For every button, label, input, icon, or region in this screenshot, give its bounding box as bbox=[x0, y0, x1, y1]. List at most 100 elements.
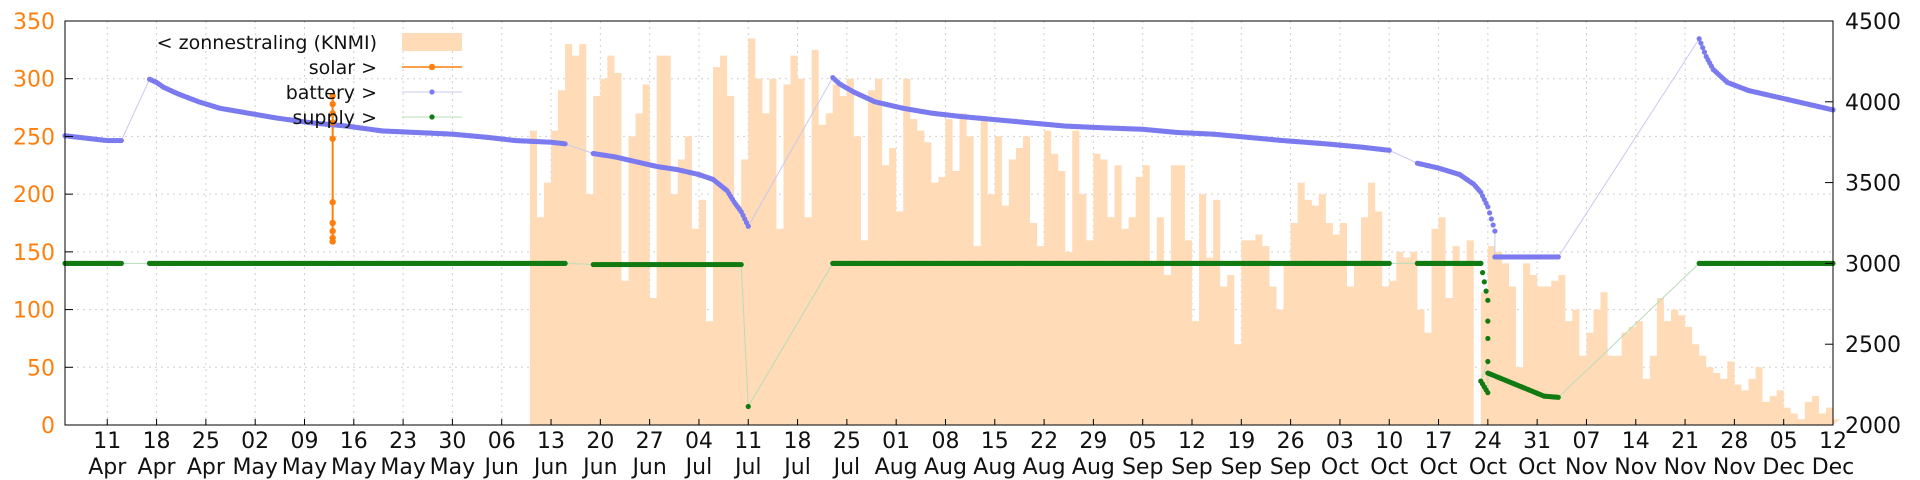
x-tick-day: 29 bbox=[1079, 429, 1107, 454]
battery-connector bbox=[747, 77, 834, 227]
battery-connector bbox=[1557, 38, 1700, 258]
supply-point bbox=[118, 260, 124, 266]
x-axis: 11Apr18Apr25Apr02May09May16May23May30May… bbox=[88, 419, 1854, 480]
x-tick-month: May bbox=[232, 455, 277, 480]
supply-point bbox=[1478, 260, 1484, 266]
x-tick-month: May bbox=[331, 455, 376, 480]
x-tick-day: 20 bbox=[586, 429, 614, 454]
x-tick-month: Oct bbox=[1469, 455, 1507, 480]
y-right-tick-label: 2500 bbox=[1845, 333, 1901, 358]
battery-point bbox=[1386, 147, 1392, 153]
y-left-axis: 0 50 100 150 200 250 300 350 bbox=[13, 10, 73, 439]
y-right-tick-label: 3000 bbox=[1845, 252, 1901, 277]
x-tick-month: Aug bbox=[924, 455, 967, 480]
legend-label: supply > bbox=[292, 107, 377, 129]
solar-point bbox=[329, 100, 336, 108]
x-tick-day: 16 bbox=[340, 429, 368, 454]
series-points bbox=[62, 36, 1836, 410]
x-tick-month: Aug bbox=[1072, 455, 1115, 480]
zonnestraling-area bbox=[522, 38, 1841, 426]
x-tick-day: 05 bbox=[1770, 429, 1798, 454]
x-tick-month: Jun bbox=[630, 455, 666, 480]
supply-point bbox=[1485, 390, 1491, 396]
supply-point bbox=[745, 403, 751, 410]
supply-point bbox=[1479, 270, 1486, 276]
battery-connector bbox=[1389, 149, 1418, 164]
battery-point bbox=[1488, 216, 1494, 222]
x-tick-month: Dec bbox=[1762, 455, 1805, 480]
x-tick-month: Jul bbox=[684, 455, 713, 480]
solar-point bbox=[329, 119, 336, 126]
x-tick-day: 18 bbox=[784, 429, 812, 454]
x-tick-month: May bbox=[282, 455, 327, 480]
battery-point bbox=[1696, 36, 1702, 42]
solar-point bbox=[329, 219, 336, 227]
legend-swatch-point bbox=[429, 89, 435, 95]
y-left-tick-label: 50 bbox=[27, 356, 55, 381]
x-tick-day: 06 bbox=[488, 429, 516, 454]
y-left-tick-label: 350 bbox=[13, 10, 55, 35]
supply-point bbox=[1555, 394, 1561, 400]
x-tick-month: Aug bbox=[1023, 455, 1066, 480]
x-tick-month: Oct bbox=[1518, 455, 1556, 480]
legend-swatch-point bbox=[429, 114, 435, 120]
x-tick-month: Aug bbox=[973, 455, 1016, 480]
battery-point bbox=[118, 137, 124, 144]
y-right-tick-label: 4500 bbox=[1845, 10, 1901, 35]
y-left-tick-label: 300 bbox=[13, 68, 55, 93]
y-right-tick-label: 3500 bbox=[1845, 172, 1901, 197]
supply-point bbox=[1386, 260, 1392, 266]
x-tick-day: 15 bbox=[981, 429, 1009, 454]
solar-point bbox=[329, 227, 336, 235]
x-tick-day: 25 bbox=[833, 429, 861, 454]
x-tick-month: Jul bbox=[832, 455, 861, 480]
x-tick-month: Apr bbox=[187, 455, 226, 480]
y-right-axis: 2000 2500 3000 3500 4000 4500 bbox=[1825, 10, 1901, 439]
battery-point bbox=[1555, 254, 1561, 260]
x-tick-day: 24 bbox=[1474, 429, 1502, 454]
battery-point bbox=[1698, 40, 1704, 46]
x-tick-day: 11 bbox=[93, 429, 121, 454]
y-right-tick-label: 2000 bbox=[1845, 414, 1901, 439]
x-tick-month: Apr bbox=[138, 455, 177, 480]
battery-point bbox=[745, 223, 751, 229]
x-tick-month: Dec bbox=[1812, 455, 1855, 480]
solar-point bbox=[329, 92, 336, 100]
x-tick-day: 22 bbox=[1030, 429, 1058, 454]
x-tick-day: 17 bbox=[1425, 429, 1453, 454]
x-tick-month: Oct bbox=[1321, 455, 1359, 480]
x-tick-day: 21 bbox=[1671, 429, 1699, 454]
supply-point bbox=[1483, 288, 1489, 294]
y-left-tick-label: 250 bbox=[13, 125, 55, 150]
x-tick-month: Sep bbox=[1171, 455, 1212, 480]
y-left-tick-label: 100 bbox=[13, 299, 55, 324]
x-tick-month: May bbox=[430, 455, 475, 480]
plot-frame bbox=[64, 20, 1834, 426]
x-tick-day: 12 bbox=[1819, 429, 1847, 454]
x-tick-day: 26 bbox=[1277, 429, 1305, 454]
supply-point bbox=[1485, 297, 1491, 303]
supply-connector bbox=[565, 262, 594, 266]
x-tick-day: 05 bbox=[1129, 429, 1157, 454]
x-tick-day: 10 bbox=[1375, 429, 1403, 454]
x-tick-month: Jun bbox=[483, 455, 519, 480]
x-tick-month: May bbox=[380, 455, 425, 480]
battery-point bbox=[1700, 45, 1706, 51]
supply-point bbox=[1481, 279, 1487, 285]
x-tick-month: Nov bbox=[1565, 455, 1608, 480]
supply-connector bbox=[1480, 361, 1489, 382]
x-tick-month: Jul bbox=[782, 455, 811, 480]
supply-point bbox=[1485, 358, 1491, 365]
x-tick-day: 14 bbox=[1622, 429, 1650, 454]
legend-label: < zonnestraling (KNMI) bbox=[157, 32, 377, 54]
supply-point bbox=[1485, 335, 1491, 342]
legend-label: solar > bbox=[309, 57, 377, 79]
solar-point bbox=[329, 110, 336, 117]
x-tick-month: Nov bbox=[1713, 455, 1756, 480]
supply-connector bbox=[747, 263, 834, 407]
supply-connector bbox=[1557, 263, 1700, 398]
x-tick-day: 31 bbox=[1523, 429, 1551, 454]
x-tick-day: 02 bbox=[241, 429, 269, 454]
legend-swatch-point bbox=[428, 63, 436, 71]
